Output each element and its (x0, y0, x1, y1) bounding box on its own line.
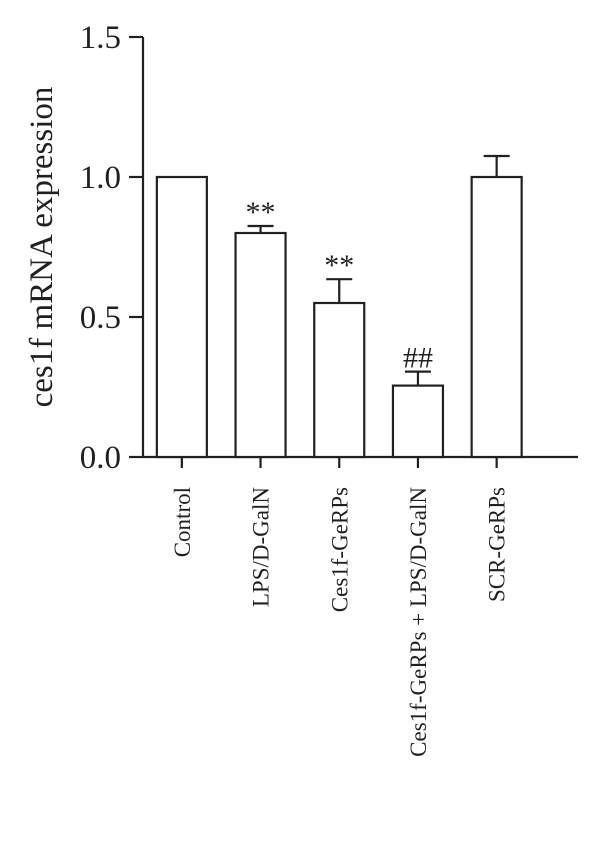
significance-label: ** (246, 196, 276, 229)
significance-label: ** (324, 249, 354, 282)
significance-label: ## (403, 342, 433, 375)
bars: ** ** ## (155, 154, 523, 459)
bar (313, 301, 366, 459)
x-tick-label: Ces1f-GeRPs + LPS/D-GalN (406, 487, 431, 757)
bar (234, 231, 287, 459)
x-tick-label: Ces1f-GeRPs (327, 487, 352, 612)
y-axis: 0.0 0.5 1.0 1.5 (80, 20, 145, 476)
y-tick-label: 0.5 (80, 300, 121, 336)
y-tick-label: 0.0 (80, 440, 121, 476)
bar (470, 175, 523, 459)
y-tick-label: 1.5 (80, 20, 121, 56)
x-axis: Control LPS/D-GalN Ces1f-GeRPs Ces1f-GeRPs … (143, 455, 578, 757)
bar (155, 175, 208, 459)
y-axis-label: ces1f mRNA expression (24, 87, 60, 408)
x-tick-label: LPS/D-GalN (249, 487, 274, 608)
x-tick-label: Control (170, 487, 195, 557)
bar (391, 384, 445, 459)
y-tick-label: 1.0 (80, 160, 121, 196)
x-tick-label: SCR-GeRPs (485, 487, 510, 602)
